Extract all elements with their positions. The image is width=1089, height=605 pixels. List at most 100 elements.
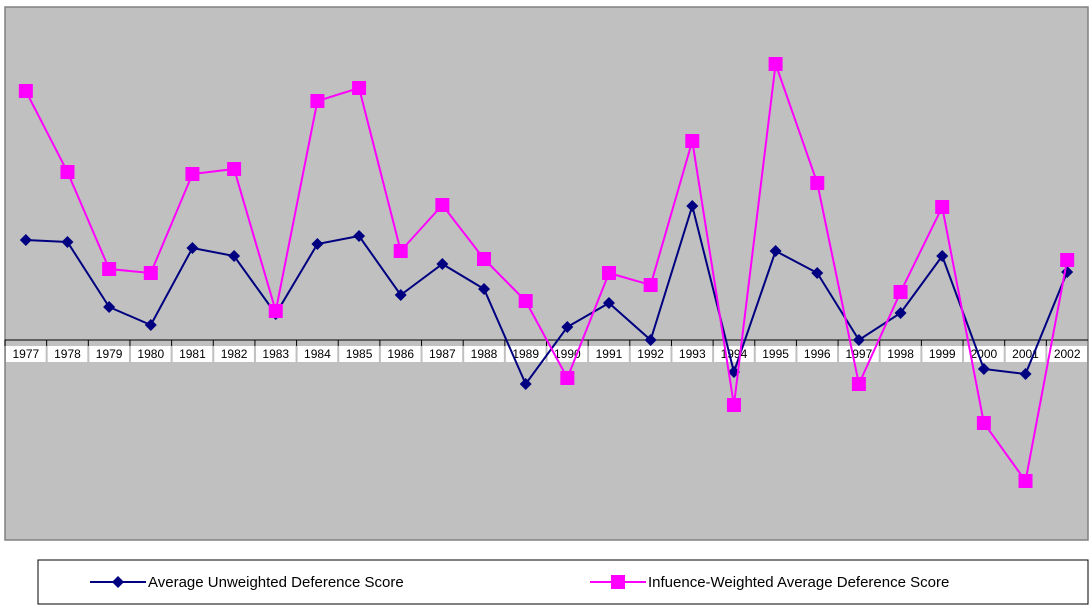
x-tick-label-bg [589,346,629,362]
marker [560,371,575,385]
marker [561,321,574,333]
x-tick-label-bg [630,346,671,362]
x-tick-label: 1979 [96,347,123,361]
x-tick-label: 1980 [137,347,164,361]
legend-label: Average Unweighted Deference Score [148,574,404,591]
marker [1060,253,1075,267]
x-tick-label-bg [297,346,338,362]
x-tick-label: 1977 [12,347,39,361]
x-tick-label-bg [755,346,796,362]
x-tick-label-bg [89,346,129,362]
marker [611,575,625,589]
marker [478,283,491,295]
series-line [25,202,1069,386]
marker [228,250,241,262]
marker [811,267,824,279]
marker [18,84,33,98]
marker [394,289,407,301]
marker [852,334,865,346]
marker [227,162,242,176]
x-tick-label-bg [6,346,46,362]
x-tick-label: 1982 [221,347,248,361]
x-tick-label-bg [422,346,463,362]
x-tick-label-bg [172,346,213,362]
marker [393,244,408,258]
x-tick-label-bg [839,346,879,362]
x-tick-label: 1988 [471,347,498,361]
x-tick-label-bg [130,346,171,362]
marker [768,57,783,71]
marker [103,301,116,313]
x-tick-label: 1996 [804,347,831,361]
x-tick-label: 2000 [971,347,998,361]
marker [61,236,74,248]
marker [1019,368,1032,380]
marker [1018,474,1033,488]
marker [602,297,615,309]
marker [977,363,990,375]
x-tick-label: 1981 [179,347,206,361]
marker [936,250,949,262]
x-tick-label-bg [922,346,963,362]
marker [893,285,908,299]
x-tick-label: 1984 [304,347,331,361]
marker [685,134,700,148]
x-tick-label: 1983 [262,347,289,361]
marker [519,378,532,390]
x-tick-label: 2002 [1054,347,1081,361]
x-tick-label-bg [47,346,88,362]
x-tick-label: 1986 [387,347,414,361]
marker [518,294,533,308]
x-tick-label: 1978 [54,347,81,361]
legend-box [37,559,1089,605]
marker [60,165,75,179]
marker [352,81,367,95]
marker [435,198,450,212]
marker [477,252,492,266]
plot-area [4,6,1089,541]
marker [436,258,449,270]
marker [810,176,825,190]
marker [102,262,117,276]
marker [769,245,782,257]
x-tick-label-bg [464,346,504,362]
marker [310,94,325,108]
marker [268,304,283,318]
marker [601,266,616,280]
x-tick-label-bg [714,346,754,362]
marker [644,334,657,346]
x-tick-label: 1993 [679,347,706,361]
x-tick-label: 1998 [887,347,914,361]
x-tick-label: 1991 [596,347,623,361]
marker [976,416,991,430]
marker [112,576,124,588]
marker [851,377,866,391]
x-tick-label: 1992 [637,347,664,361]
x-tick-label: 1987 [429,347,456,361]
marker [186,242,199,254]
marker [643,278,658,292]
x-tick-label-bg [880,346,921,362]
marker [143,266,158,280]
x-tick-label-bg [1047,346,1087,362]
x-tick-label-bg [339,346,379,362]
x-tick-label-bg [505,346,546,362]
legend-label: Infuence-Weighted Average Deference Scor… [648,574,949,591]
x-tick-label-bg [380,346,421,362]
x-tick-label: 1997 [846,347,873,361]
x-tick-label-bg [672,346,713,362]
marker [686,200,699,212]
x-tick-label-bg [255,346,296,362]
x-tick-label-bg [214,346,254,362]
x-tick-label: 1985 [346,347,373,361]
marker [311,238,324,250]
marker [144,319,157,331]
marker [353,230,366,242]
marker [726,398,741,412]
marker [935,200,950,214]
x-tick-label: 1999 [929,347,956,361]
marker [894,307,907,319]
marker [19,234,32,246]
x-tick-label-bg [797,346,838,362]
